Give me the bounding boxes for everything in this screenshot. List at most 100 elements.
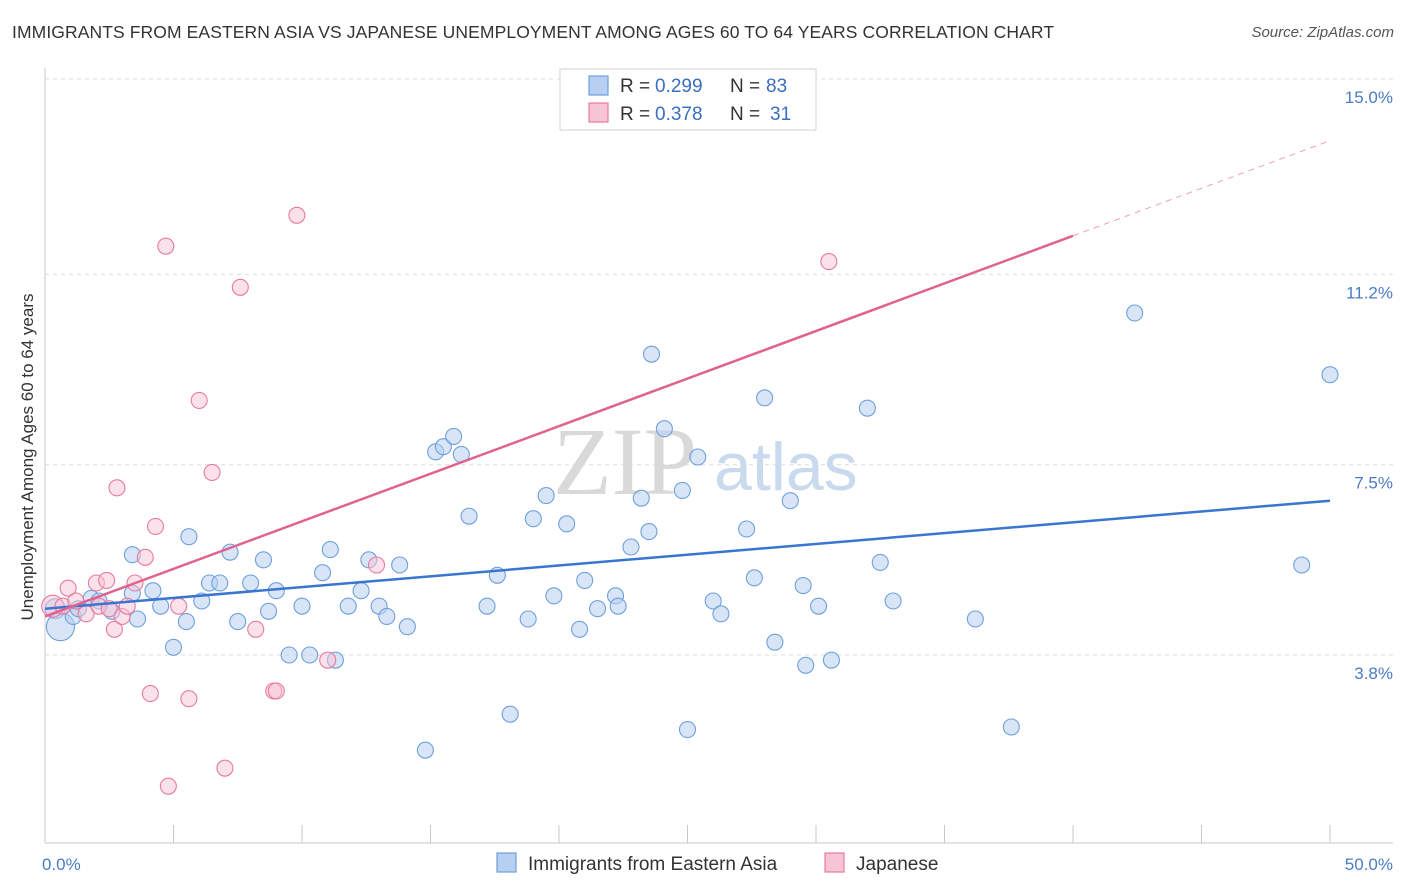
trend-line-japanese-extension bbox=[1072, 140, 1331, 237]
point-immigrants-57 bbox=[632, 489, 650, 507]
point-immigrants-62 bbox=[678, 721, 697, 739]
point-immigrants-10 bbox=[144, 582, 162, 600]
point-immigrants-22 bbox=[260, 602, 278, 620]
y-tick-label-0: 3.8% bbox=[1354, 664, 1393, 683]
point-immigrants-35 bbox=[391, 556, 409, 574]
point-immigrants-81 bbox=[1293, 556, 1311, 574]
point-immigrants-72 bbox=[797, 656, 815, 674]
trend-lines bbox=[44, 140, 1331, 618]
legend-swatch-blue bbox=[588, 75, 609, 96]
point-japanese-27 bbox=[267, 682, 285, 700]
point-immigrants-37 bbox=[416, 741, 434, 759]
point-immigrants-68 bbox=[756, 389, 774, 407]
point-immigrants-14 bbox=[180, 528, 198, 546]
point-immigrants-42 bbox=[460, 507, 478, 525]
chart-title: IMMIGRANTS FROM EASTERN ASIA VS JAPANESE… bbox=[12, 22, 1055, 42]
x-tick-labels: 0.0% 50.0% bbox=[42, 855, 1393, 874]
point-japanese-31 bbox=[820, 253, 838, 271]
point-immigrants-55 bbox=[609, 597, 627, 615]
series-immigrants-points bbox=[44, 304, 1339, 759]
point-immigrants-48 bbox=[537, 487, 555, 505]
point-japanese-14 bbox=[136, 548, 154, 566]
watermark-atlas: atlas bbox=[714, 429, 858, 505]
legend-r-value-2: 0.378 bbox=[655, 104, 703, 125]
point-japanese-30 bbox=[367, 556, 386, 574]
point-immigrants-31 bbox=[352, 582, 370, 600]
point-immigrants-70 bbox=[781, 492, 799, 510]
point-japanese-20 bbox=[180, 690, 198, 708]
bottom-legend-label-blue: Immigrants from Eastern Asia bbox=[528, 854, 778, 875]
x-tick-label-1: 50.0% bbox=[1345, 855, 1393, 874]
point-immigrants-56 bbox=[622, 538, 640, 556]
point-immigrants-46 bbox=[519, 610, 537, 628]
point-japanese-18 bbox=[159, 777, 177, 795]
point-immigrants-51 bbox=[571, 620, 589, 638]
point-japanese-10 bbox=[108, 479, 126, 497]
legend-r-value-1: 0.299 bbox=[655, 76, 703, 97]
point-immigrants-80 bbox=[1126, 304, 1144, 322]
point-immigrants-26 bbox=[301, 646, 319, 664]
point-japanese-25 bbox=[247, 620, 265, 638]
bottom-legend-swatch-blue bbox=[496, 852, 517, 873]
point-japanese-2 bbox=[59, 579, 77, 597]
point-immigrants-13 bbox=[177, 613, 195, 631]
point-immigrants-50 bbox=[558, 515, 576, 533]
grid-lines bbox=[45, 78, 1393, 656]
point-immigrants-60 bbox=[655, 420, 673, 438]
point-immigrants-19 bbox=[229, 613, 247, 631]
point-immigrants-75 bbox=[858, 399, 876, 417]
bottom-legend-swatch-pink bbox=[824, 852, 845, 873]
y-tick-label-1: 7.5% bbox=[1354, 474, 1393, 493]
point-immigrants-71 bbox=[794, 577, 812, 595]
bottom-legend-label-pink: Japanese bbox=[856, 854, 938, 875]
y-tick-label-2: 11.2% bbox=[1346, 283, 1393, 302]
point-immigrants-73 bbox=[810, 597, 828, 615]
legend-r-label-2: R = bbox=[620, 104, 650, 125]
point-immigrants-76 bbox=[871, 553, 889, 571]
legend-n-label-1: N = bbox=[730, 76, 760, 97]
x-tick-label-0: 0.0% bbox=[42, 855, 81, 874]
point-immigrants-25 bbox=[293, 597, 311, 615]
point-immigrants-82 bbox=[1321, 366, 1339, 384]
legend-n-label-2: N = bbox=[730, 104, 760, 125]
point-immigrants-39 bbox=[434, 438, 452, 456]
point-japanese-16 bbox=[146, 517, 165, 535]
point-immigrants-69 bbox=[766, 633, 784, 651]
trend-line-japanese bbox=[44, 234, 1074, 618]
point-japanese-23 bbox=[216, 759, 234, 777]
point-immigrants-67 bbox=[745, 569, 763, 587]
legend-n-value-2: 31 bbox=[770, 104, 791, 125]
point-japanese-15 bbox=[141, 685, 159, 703]
y-tick-label-3: 15.0% bbox=[1345, 88, 1393, 107]
point-immigrants-63 bbox=[689, 448, 707, 466]
point-immigrants-34 bbox=[378, 607, 396, 625]
point-immigrants-8 bbox=[128, 610, 147, 628]
point-immigrants-28 bbox=[321, 541, 339, 559]
point-immigrants-43 bbox=[478, 597, 496, 615]
point-immigrants-78 bbox=[966, 610, 984, 628]
point-immigrants-21 bbox=[254, 551, 273, 569]
legend-swatch-pink bbox=[588, 102, 609, 123]
y-tick-labels: 3.8% 7.5% 11.2% 15.0% bbox=[1345, 88, 1393, 683]
point-immigrants-58 bbox=[640, 523, 658, 541]
bottom-legend: Immigrants from Eastern Asia Japanese bbox=[496, 852, 938, 875]
legend-n-value-1: 83 bbox=[766, 76, 787, 97]
point-immigrants-61 bbox=[673, 481, 691, 499]
top-legend: R = 0.299 N = 83 R = 0.378 N = 31 bbox=[559, 68, 817, 131]
point-immigrants-79 bbox=[1002, 718, 1020, 736]
point-immigrants-53 bbox=[588, 600, 607, 618]
point-japanese-19 bbox=[170, 597, 188, 615]
point-japanese-28 bbox=[288, 206, 306, 224]
point-immigrants-66 bbox=[738, 520, 756, 538]
point-immigrants-27 bbox=[314, 564, 332, 582]
axes bbox=[44, 68, 1393, 844]
point-immigrants-45 bbox=[501, 705, 519, 723]
point-immigrants-77 bbox=[884, 592, 902, 610]
point-japanese-17 bbox=[157, 237, 175, 255]
point-immigrants-40 bbox=[445, 427, 463, 445]
point-immigrants-74 bbox=[822, 651, 840, 669]
y-axis-title: Unemployment Among Ages 60 to 64 years bbox=[18, 294, 37, 621]
point-japanese-29 bbox=[319, 651, 337, 669]
point-immigrants-24 bbox=[280, 646, 298, 664]
point-japanese-9 bbox=[105, 620, 123, 638]
